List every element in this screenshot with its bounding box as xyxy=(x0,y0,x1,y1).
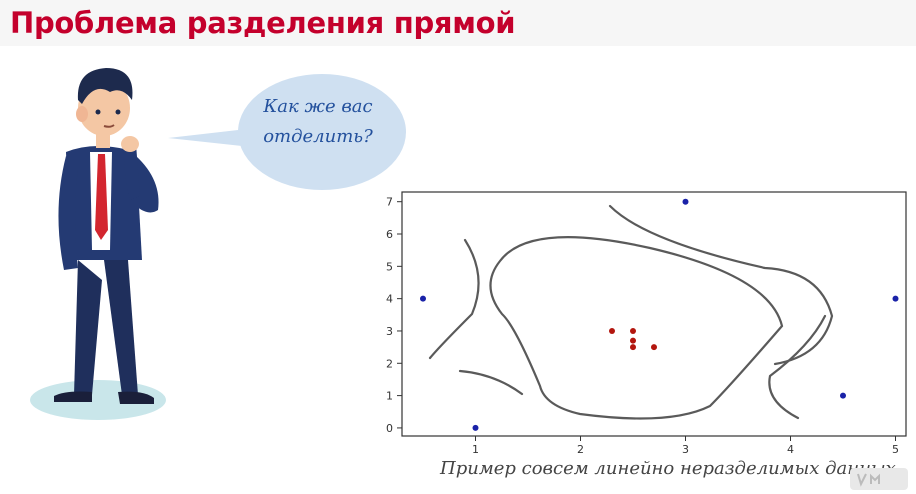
separating-curve-right xyxy=(768,314,827,420)
blue-data-point xyxy=(682,198,689,205)
plot-frame xyxy=(401,191,907,437)
thinking-businessman-icon xyxy=(30,68,166,420)
separating-curve-left xyxy=(428,238,480,360)
scatter-chart: 1 2 3 4 5 0 1 2 3 4 5 6 7 xyxy=(386,191,907,454)
page-title: Проблема разделения прямой xyxy=(10,6,516,40)
blue-data-point xyxy=(892,295,899,302)
y-tick-label: 7 xyxy=(386,196,393,209)
red-data-point xyxy=(630,344,636,351)
chart-caption: Пример совсем линейно неразделимых данны… xyxy=(440,458,896,479)
y-tick-label: 0 xyxy=(386,422,393,435)
y-tick-label: 5 xyxy=(386,260,393,273)
separating-curve-top-right xyxy=(608,204,834,366)
title-bar: Проблема разделения прямой xyxy=(0,0,916,46)
data-points xyxy=(420,198,899,431)
y-tick-label: 1 xyxy=(386,390,393,403)
y-tick-label: 6 xyxy=(386,228,393,241)
y-tick-label: 4 xyxy=(386,293,393,306)
y-tick-label: 2 xyxy=(386,357,393,370)
x-tick-label: 4 xyxy=(787,443,794,454)
separating-curve-bottom xyxy=(458,369,524,396)
speech-bubble-text: Как же вас отделить? xyxy=(263,96,373,147)
x-tick-label: 2 xyxy=(577,443,584,454)
separating-curve-inner-loop xyxy=(489,236,784,420)
vimeo-logo-icon[interactable] xyxy=(850,468,908,490)
red-data-point xyxy=(651,344,657,351)
red-data-point xyxy=(630,337,636,344)
x-tick-label: 1 xyxy=(472,443,479,454)
x-tick-label: 5 xyxy=(892,443,899,454)
x-tick-label: 3 xyxy=(682,443,689,454)
speech-bubble xyxy=(168,74,406,190)
red-data-point xyxy=(609,327,615,334)
red-data-point xyxy=(630,327,636,334)
axis-ticks: 1 2 3 4 5 0 1 2 3 4 5 6 7 xyxy=(386,196,899,454)
separating-curves xyxy=(428,204,834,420)
blue-data-point xyxy=(840,392,846,399)
blue-data-point xyxy=(472,424,479,431)
blue-data-point xyxy=(420,295,426,302)
y-tick-label: 3 xyxy=(386,325,393,338)
